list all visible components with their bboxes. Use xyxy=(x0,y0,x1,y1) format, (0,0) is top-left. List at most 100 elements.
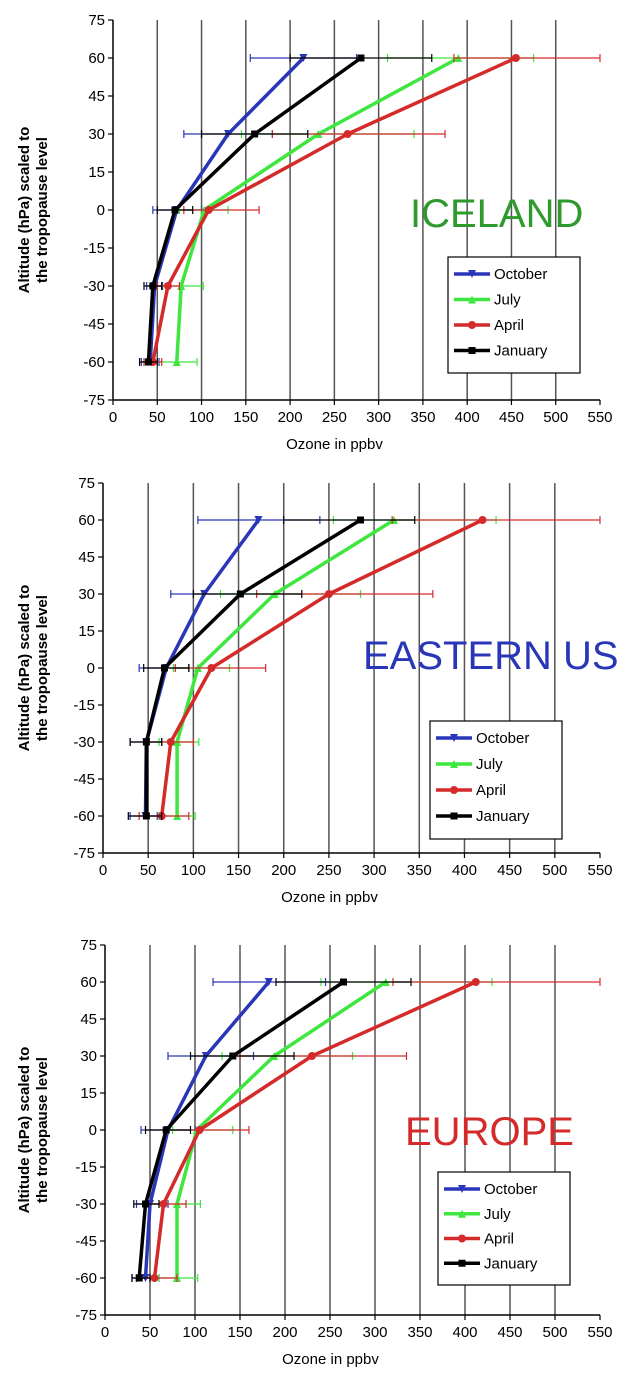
y-tick-label: 15 xyxy=(80,1085,97,1102)
data-point xyxy=(254,516,263,524)
y-tick-label: 30 xyxy=(80,1048,97,1065)
y-tick-label: -75 xyxy=(73,845,95,862)
y-tick-label: -15 xyxy=(83,240,105,257)
x-tick-label: 350 xyxy=(407,1324,432,1341)
x-tick-label: 500 xyxy=(543,409,568,426)
legend-label: October xyxy=(476,730,529,747)
x-axis-title: Ozone in ppbv xyxy=(286,436,383,453)
y-tick-label: 45 xyxy=(88,88,105,105)
legend-label: October xyxy=(494,266,547,283)
x-tick-label: 150 xyxy=(227,1324,252,1341)
legend-marker xyxy=(450,786,458,794)
y-tick-label: -45 xyxy=(75,1233,97,1250)
x-tick-label: 200 xyxy=(271,862,296,879)
x-tick-label: 350 xyxy=(407,862,432,879)
x-tick-label: 150 xyxy=(233,409,258,426)
x-axis-title: Ozone in ppbv xyxy=(282,1351,379,1368)
data-point xyxy=(150,1274,159,1282)
data-point xyxy=(251,130,259,138)
legend-marker xyxy=(468,347,476,354)
legend-marker xyxy=(468,270,476,278)
legend-label: January xyxy=(484,1255,538,1272)
y-tick-label: -75 xyxy=(83,392,105,409)
x-tick-label: 500 xyxy=(542,1324,567,1341)
y-tick-label: -30 xyxy=(73,734,95,751)
x-tick-label: 50 xyxy=(140,862,157,879)
y-tick-label: -45 xyxy=(83,316,105,333)
y-tick-label: -60 xyxy=(75,1270,97,1287)
legend-label: April xyxy=(476,782,506,799)
y-tick-label: 75 xyxy=(78,475,95,492)
x-tick-label: 150 xyxy=(226,862,251,879)
y-axis-title-line: Altitude (hPa) scaled to xyxy=(16,127,33,294)
y-tick-label: 30 xyxy=(78,586,95,603)
y-tick-label: -15 xyxy=(73,697,95,714)
data-point xyxy=(308,1052,316,1060)
y-tick-label: 15 xyxy=(78,623,95,640)
x-tick-label: 50 xyxy=(142,1324,159,1341)
data-point xyxy=(204,206,213,214)
y-tick-label: 75 xyxy=(80,937,97,954)
x-tick-label: 250 xyxy=(316,862,341,879)
legend-marker xyxy=(450,734,458,742)
data-point xyxy=(229,1052,237,1060)
y-tick-label: -30 xyxy=(83,278,105,295)
legend: October July April January xyxy=(437,1171,571,1286)
y-tick-label: 45 xyxy=(78,549,95,566)
y-tick-label: 60 xyxy=(78,512,95,529)
data-point xyxy=(159,1200,168,1208)
x-tick-label: 400 xyxy=(455,409,480,426)
data-point xyxy=(166,738,175,746)
x-tick-label: 0 xyxy=(99,862,107,879)
y-axis-title-line: the tropopause level xyxy=(34,137,51,283)
series-january xyxy=(131,978,412,1282)
y-tick-label: -60 xyxy=(73,808,95,825)
y-tick-label: -75 xyxy=(75,1307,97,1324)
y-tick-label: -60 xyxy=(83,354,105,371)
legend-marker xyxy=(450,760,458,768)
legend-label: July xyxy=(484,1206,511,1223)
x-tick-label: 550 xyxy=(587,409,612,426)
legend-label: April xyxy=(484,1231,514,1248)
y-tick-label: -30 xyxy=(75,1196,97,1213)
y-tick-label: 60 xyxy=(88,50,105,67)
data-point xyxy=(207,664,216,672)
y-axis-title-line: Altitude (hPa) scaled to xyxy=(16,1047,33,1214)
legend-marker xyxy=(458,1259,466,1267)
data-point xyxy=(478,516,487,524)
data-point xyxy=(142,812,150,820)
x-tick-label: 250 xyxy=(322,409,347,426)
data-point xyxy=(340,978,347,986)
data-point xyxy=(357,54,365,62)
x-tick-label: 350 xyxy=(410,409,435,426)
legend-marker xyxy=(458,1185,466,1193)
legend-marker xyxy=(458,1209,466,1218)
x-tick-label: 400 xyxy=(452,1324,477,1341)
legend-marker xyxy=(450,812,458,820)
data-point xyxy=(171,206,179,214)
series-january xyxy=(127,516,416,820)
data-point xyxy=(264,978,273,986)
legend-label: April xyxy=(494,317,524,334)
legend-marker xyxy=(468,295,476,304)
region-label: EUROPE xyxy=(405,1110,574,1154)
x-tick-label: 0 xyxy=(109,409,117,426)
y-axis-title-line: Altitude (hPa) scaled to xyxy=(16,585,33,752)
legend-marker xyxy=(458,1234,466,1243)
x-tick-label: 200 xyxy=(278,409,303,426)
y-tick-label: -15 xyxy=(75,1159,97,1176)
x-axis-title: Ozone in ppbv xyxy=(281,889,378,906)
legend-marker xyxy=(468,321,476,329)
series-april xyxy=(143,54,601,366)
x-tick-label: 300 xyxy=(366,409,391,426)
y-tick-label: 75 xyxy=(88,12,105,29)
x-tick-label: 100 xyxy=(181,862,206,879)
x-tick-label: 50 xyxy=(149,409,166,426)
x-tick-label: 0 xyxy=(101,1324,109,1341)
data-point xyxy=(144,358,152,366)
legend: October July April January xyxy=(447,256,581,374)
